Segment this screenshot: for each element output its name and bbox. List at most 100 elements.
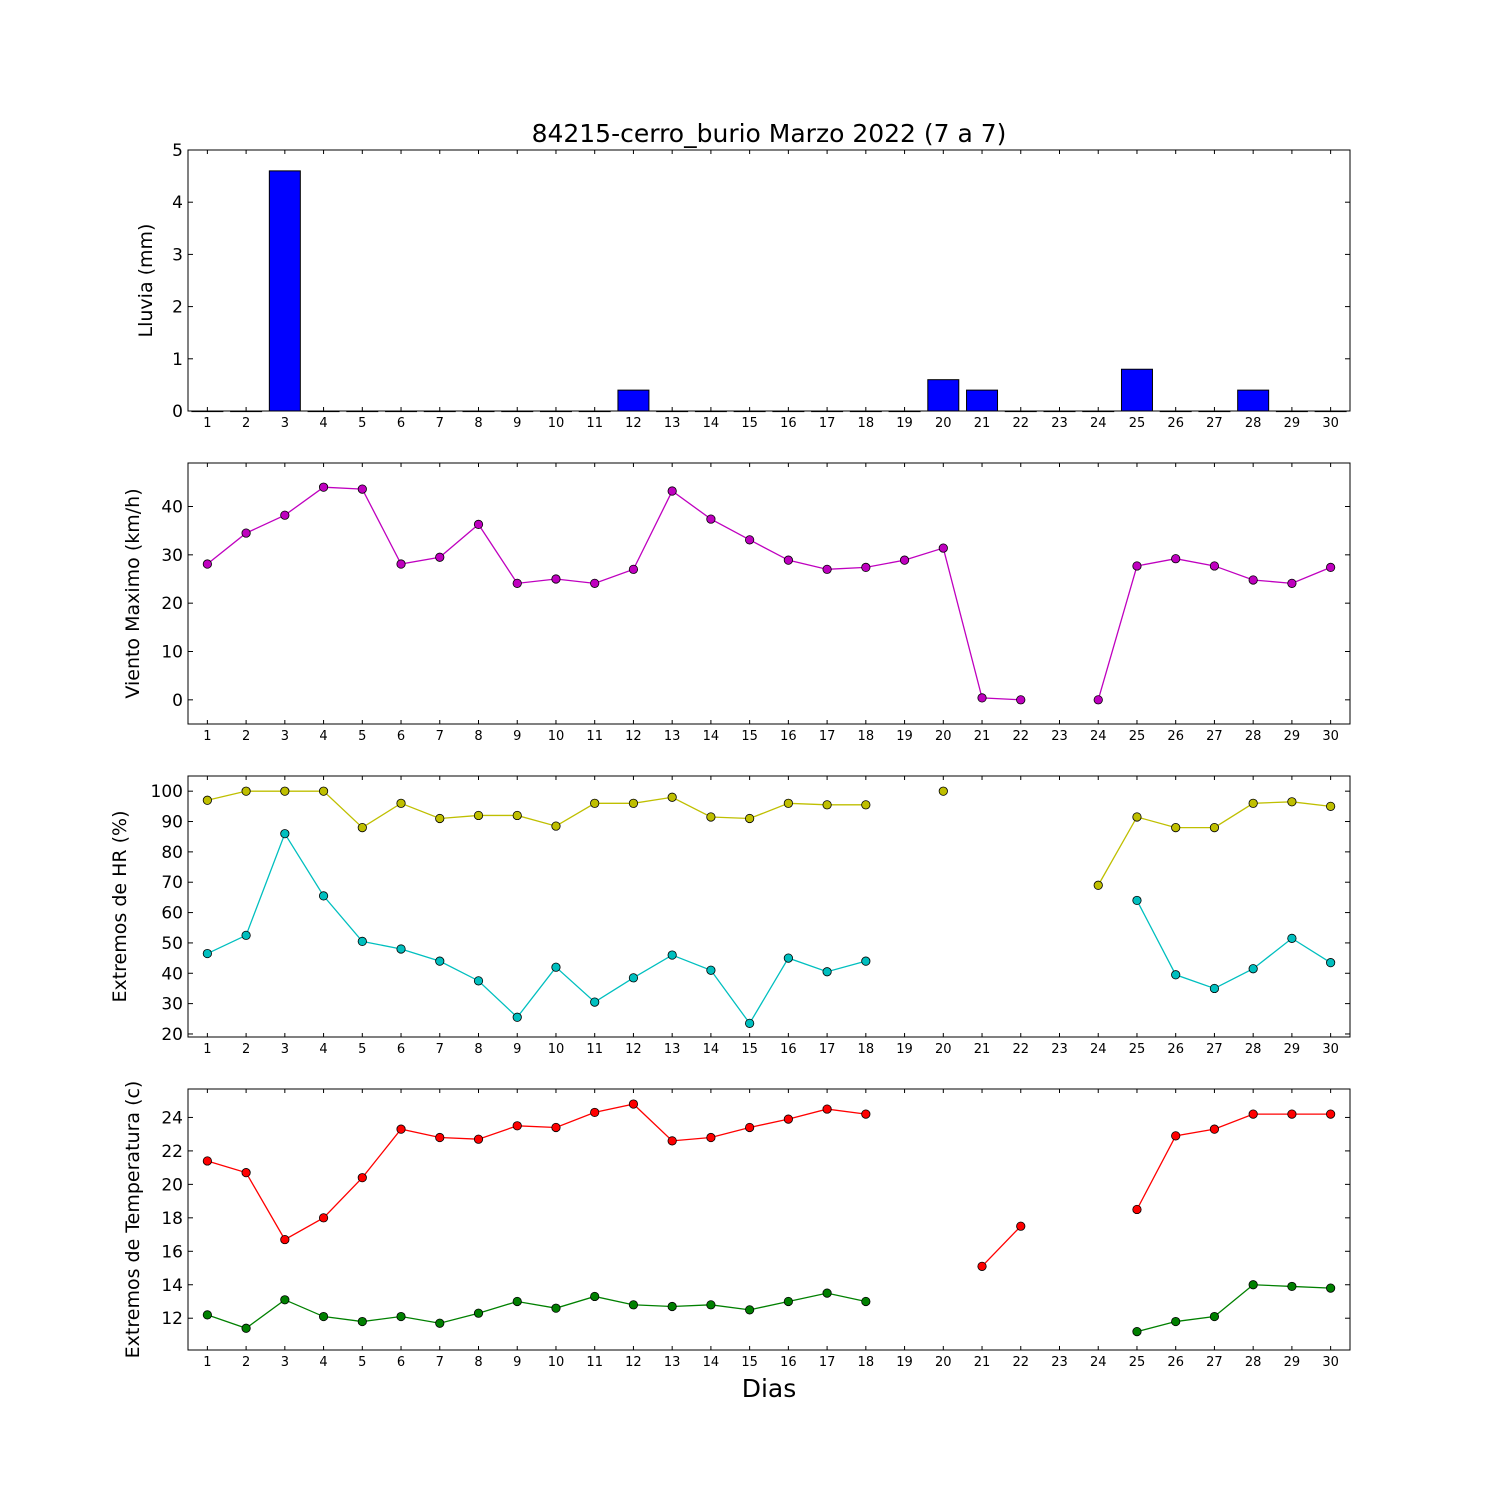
x-tick-label: 17: [819, 416, 836, 431]
y-axis-label: Lluvia (mm): [135, 224, 157, 338]
x-tick-label: 10: [548, 1042, 565, 1057]
x-tick-label: 12: [625, 729, 642, 744]
x-tick-label: 14: [703, 729, 720, 744]
y-tick-label: 30: [161, 546, 183, 566]
x-tick-label: 15: [741, 416, 758, 431]
x-tick-label: 27: [1206, 416, 1223, 431]
data-point: [1326, 562, 1336, 573]
bar: [346, 410, 379, 413]
y-tick-label: 20: [161, 1025, 183, 1045]
data-point: [628, 1300, 639, 1310]
data-point: [706, 812, 716, 822]
bar: [733, 410, 766, 413]
data-point: [1248, 1109, 1258, 1119]
x-tick-label: 16: [780, 1355, 797, 1370]
bar: [966, 389, 999, 412]
series-line: [1097, 558, 1331, 701]
x-tick-label: 14: [703, 416, 720, 431]
bar: [656, 410, 689, 413]
series-1: [202, 1099, 1336, 1271]
x-tick-label: 10: [548, 1355, 565, 1370]
x-tick-label: 2: [242, 1355, 250, 1370]
data-point: [435, 1318, 445, 1328]
x-tick-label: 22: [1012, 1042, 1029, 1057]
x-tick-label: 6: [397, 729, 405, 744]
y-tick-label: 5: [172, 141, 183, 161]
data-point: [473, 519, 484, 529]
data-point: [590, 578, 600, 588]
x-tick-label: 5: [358, 416, 366, 431]
x-tick-label: 5: [358, 1355, 366, 1370]
y-tick-label: 0: [172, 402, 183, 422]
data-point: [706, 965, 716, 975]
series-2: [202, 1280, 1336, 1337]
data-point: [1209, 983, 1220, 994]
series-line: [981, 1225, 1022, 1267]
data-point: [241, 930, 251, 940]
x-tick-label: 13: [664, 729, 681, 744]
bar: [501, 410, 534, 413]
y-tick-label: 1: [172, 350, 183, 370]
y-tick-label: 3: [172, 245, 183, 265]
x-tick-label: 13: [664, 1355, 681, 1370]
y-tick-label: 100: [151, 782, 183, 802]
panels: 1 2 3 4 5 6 7 8 9 10 11 12 13 14 15 16 17 18 19 20 21 22 23 24 2…: [109, 141, 1351, 1370]
data-point: [1171, 1131, 1181, 1141]
bar: [230, 410, 263, 413]
x-tick-label: 30: [1322, 1042, 1339, 1057]
y-tick-label: 40: [161, 964, 183, 984]
x-tick-label: 28: [1245, 729, 1262, 744]
axes-frame: [187, 775, 1351, 1038]
x-tick-label: 21: [974, 1355, 991, 1370]
data-point: [822, 1288, 832, 1298]
x-tick-label: 16: [780, 1042, 797, 1057]
data-point: [590, 798, 600, 808]
y-tick-label: 0: [172, 691, 183, 711]
bar: [1275, 410, 1308, 413]
data-point: [512, 810, 522, 821]
x-tick-label: 28: [1245, 416, 1262, 431]
x-tick-label: 24: [1090, 1042, 1107, 1057]
series-2: [202, 829, 1336, 1028]
x-tick-label: 9: [513, 1042, 521, 1057]
bar: [423, 410, 456, 413]
bar: [1237, 389, 1270, 412]
data-point: [822, 564, 832, 574]
x-tick-label: 9: [513, 416, 521, 431]
x-tick-label: 15: [741, 1355, 758, 1370]
axes-frame: [187, 462, 1351, 725]
data-point: [357, 1316, 367, 1327]
axes-frame: [187, 149, 1351, 412]
x-tick-label: 27: [1206, 1042, 1223, 1057]
x-tick-label: 20: [935, 729, 952, 744]
data-point: [512, 1121, 522, 1131]
x-tick-label: 12: [625, 1355, 642, 1370]
panel-4: 1 2 3 4 5 6 7 8 9 10 11 12 13 14 15 16 17 18 19 20 21 22 23 24 2…: [122, 1081, 1351, 1370]
axes-frame: [187, 1088, 1351, 1351]
data-point: [551, 1303, 561, 1313]
x-tick-label: 11: [586, 416, 603, 431]
data-point: [1171, 822, 1181, 833]
x-tick-label: 25: [1129, 416, 1146, 431]
y-tick-label: 20: [161, 594, 183, 614]
x-tick-label: 30: [1322, 1355, 1339, 1370]
data-point: [435, 552, 445, 562]
data-point: [396, 559, 406, 569]
bar: [307, 410, 340, 413]
data-point: [357, 1173, 367, 1183]
x-tick-label: 25: [1129, 1042, 1146, 1057]
x-tick-label: 21: [974, 1042, 991, 1057]
bar: [849, 410, 882, 413]
data-point: [512, 1012, 522, 1022]
bar: [888, 410, 921, 413]
x-tick-label: 18: [858, 729, 875, 744]
data-point: [435, 956, 445, 966]
x-tick-label: 18: [858, 1042, 875, 1057]
data-point: [1093, 880, 1103, 890]
data-point: [435, 1132, 445, 1143]
data-point: [861, 800, 871, 810]
data-point: [783, 1296, 793, 1307]
data-point: [628, 798, 639, 808]
y-tick-label: 22: [161, 1142, 183, 1162]
